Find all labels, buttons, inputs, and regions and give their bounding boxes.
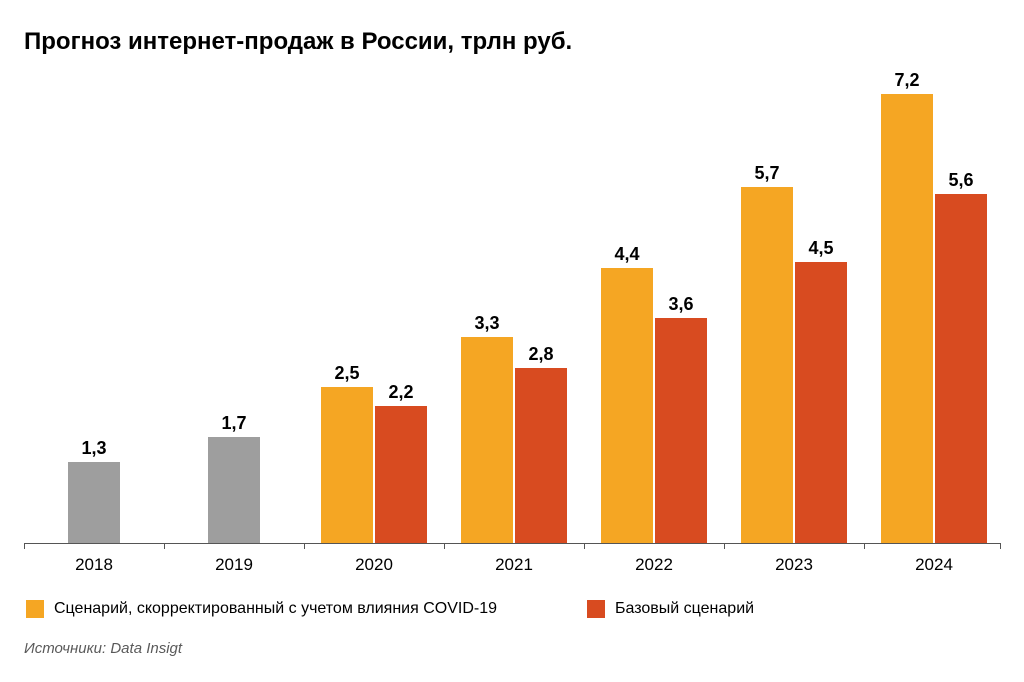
- bar-group: 1,3: [68, 462, 120, 543]
- x-axis-label: 2019: [215, 555, 253, 575]
- legend-swatch-base: [587, 600, 605, 618]
- bar-value-label: 4,4: [614, 244, 639, 265]
- bar-value-label: 5,6: [948, 170, 973, 191]
- bar-covid: 3,3: [461, 337, 513, 543]
- bar-value-label: 1,7: [221, 413, 246, 434]
- bar-group: 3,32,8: [461, 337, 567, 543]
- x-axis-label: 2023: [775, 555, 813, 575]
- bar-group: 7,25,6: [881, 94, 987, 543]
- legend-swatch-covid: [26, 600, 44, 618]
- bar-value-label: 2,5: [334, 363, 359, 384]
- bar-value-label: 1,3: [81, 438, 106, 459]
- chart-title: Прогноз интернет-продаж в России, трлн р…: [24, 28, 1000, 56]
- bar-covid: 2,5: [321, 387, 373, 543]
- bar-base: 2,8: [515, 368, 567, 543]
- bar-group: 5,74,5: [741, 187, 847, 543]
- bar-single: 1,3: [68, 462, 120, 543]
- plot-area: 1,320181,720192,52,220203,32,820214,43,6…: [24, 76, 1000, 544]
- bar-base: 5,6: [935, 194, 987, 543]
- bar-value-label: 5,7: [754, 163, 779, 184]
- bar-covid: 7,2: [881, 94, 933, 543]
- bar-value-label: 7,2: [894, 70, 919, 91]
- x-axis-label: 2022: [635, 555, 673, 575]
- bar-group: 1,7: [208, 437, 260, 543]
- bar-covid: 5,7: [741, 187, 793, 543]
- x-axis-label: 2021: [495, 555, 533, 575]
- axis-tick: [1000, 543, 1001, 549]
- legend-label-base: Базовый сценарий: [615, 600, 754, 618]
- bar-base: 2,2: [375, 406, 427, 543]
- bar-group: 4,43,6: [601, 268, 707, 543]
- axis-tick: [724, 543, 725, 549]
- bar-base: 4,5: [795, 262, 847, 543]
- axis-tick: [584, 543, 585, 549]
- x-axis-label: 2020: [355, 555, 393, 575]
- bar-value-label: 2,2: [388, 382, 413, 403]
- axis-tick: [24, 543, 25, 549]
- bar-covid: 4,4: [601, 268, 653, 543]
- x-axis-label: 2018: [75, 555, 113, 575]
- axis-tick: [304, 543, 305, 549]
- bar-single: 1,7: [208, 437, 260, 543]
- x-axis-label: 2024: [915, 555, 953, 575]
- legend: Сценарий, скорректированный с учетом вли…: [24, 600, 1000, 618]
- source-label: Источники: Data Insigt: [24, 640, 1000, 657]
- axis-tick: [164, 543, 165, 549]
- axis-tick: [864, 543, 865, 549]
- bar-base: 3,6: [655, 318, 707, 543]
- bar-group: 2,52,2: [321, 387, 427, 543]
- axis-tick: [444, 543, 445, 549]
- legend-item-covid: Сценарий, скорректированный с учетом вли…: [26, 600, 497, 618]
- chart-container: Прогноз интернет-продаж в России, трлн р…: [0, 0, 1024, 682]
- bar-value-label: 3,3: [474, 313, 499, 334]
- legend-label-covid: Сценарий, скорректированный с учетом вли…: [54, 600, 497, 618]
- bar-value-label: 2,8: [528, 344, 553, 365]
- legend-item-base: Базовый сценарий: [587, 600, 754, 618]
- bar-value-label: 3,6: [668, 294, 693, 315]
- bar-value-label: 4,5: [808, 238, 833, 259]
